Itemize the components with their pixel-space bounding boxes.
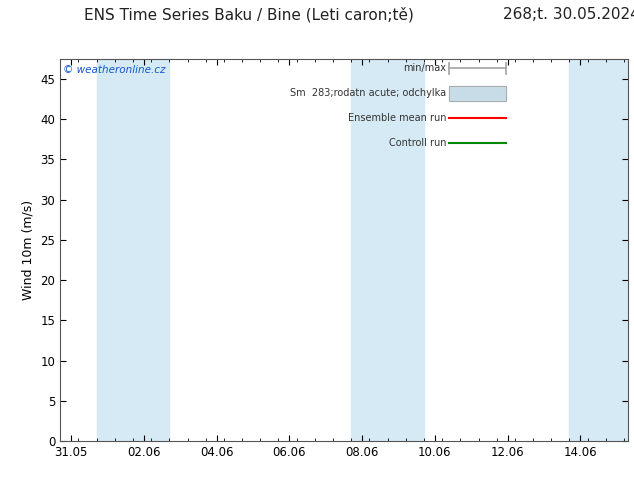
Bar xyxy=(351,59,424,441)
Text: Sm  283;rodatn acute; odchylka: Sm 283;rodatn acute; odchylka xyxy=(290,88,446,98)
Text: ENS Time Series Baku / Bine (Leti caron;tě): ENS Time Series Baku / Bine (Leti caron;… xyxy=(84,6,414,22)
Text: Controll run: Controll run xyxy=(389,138,446,148)
Y-axis label: Wind 10m (m/s): Wind 10m (m/s) xyxy=(22,200,35,300)
Bar xyxy=(569,59,628,441)
Bar xyxy=(449,86,506,101)
Text: Ensemble mean run: Ensemble mean run xyxy=(347,113,446,123)
Text: min/max: min/max xyxy=(403,63,446,74)
Text: 268;t. 30.05.2024 10 UTC: 268;t. 30.05.2024 10 UTC xyxy=(503,7,634,22)
Bar xyxy=(96,59,169,441)
Text: © weatheronline.cz: © weatheronline.cz xyxy=(63,65,165,74)
Bar xyxy=(449,86,506,101)
